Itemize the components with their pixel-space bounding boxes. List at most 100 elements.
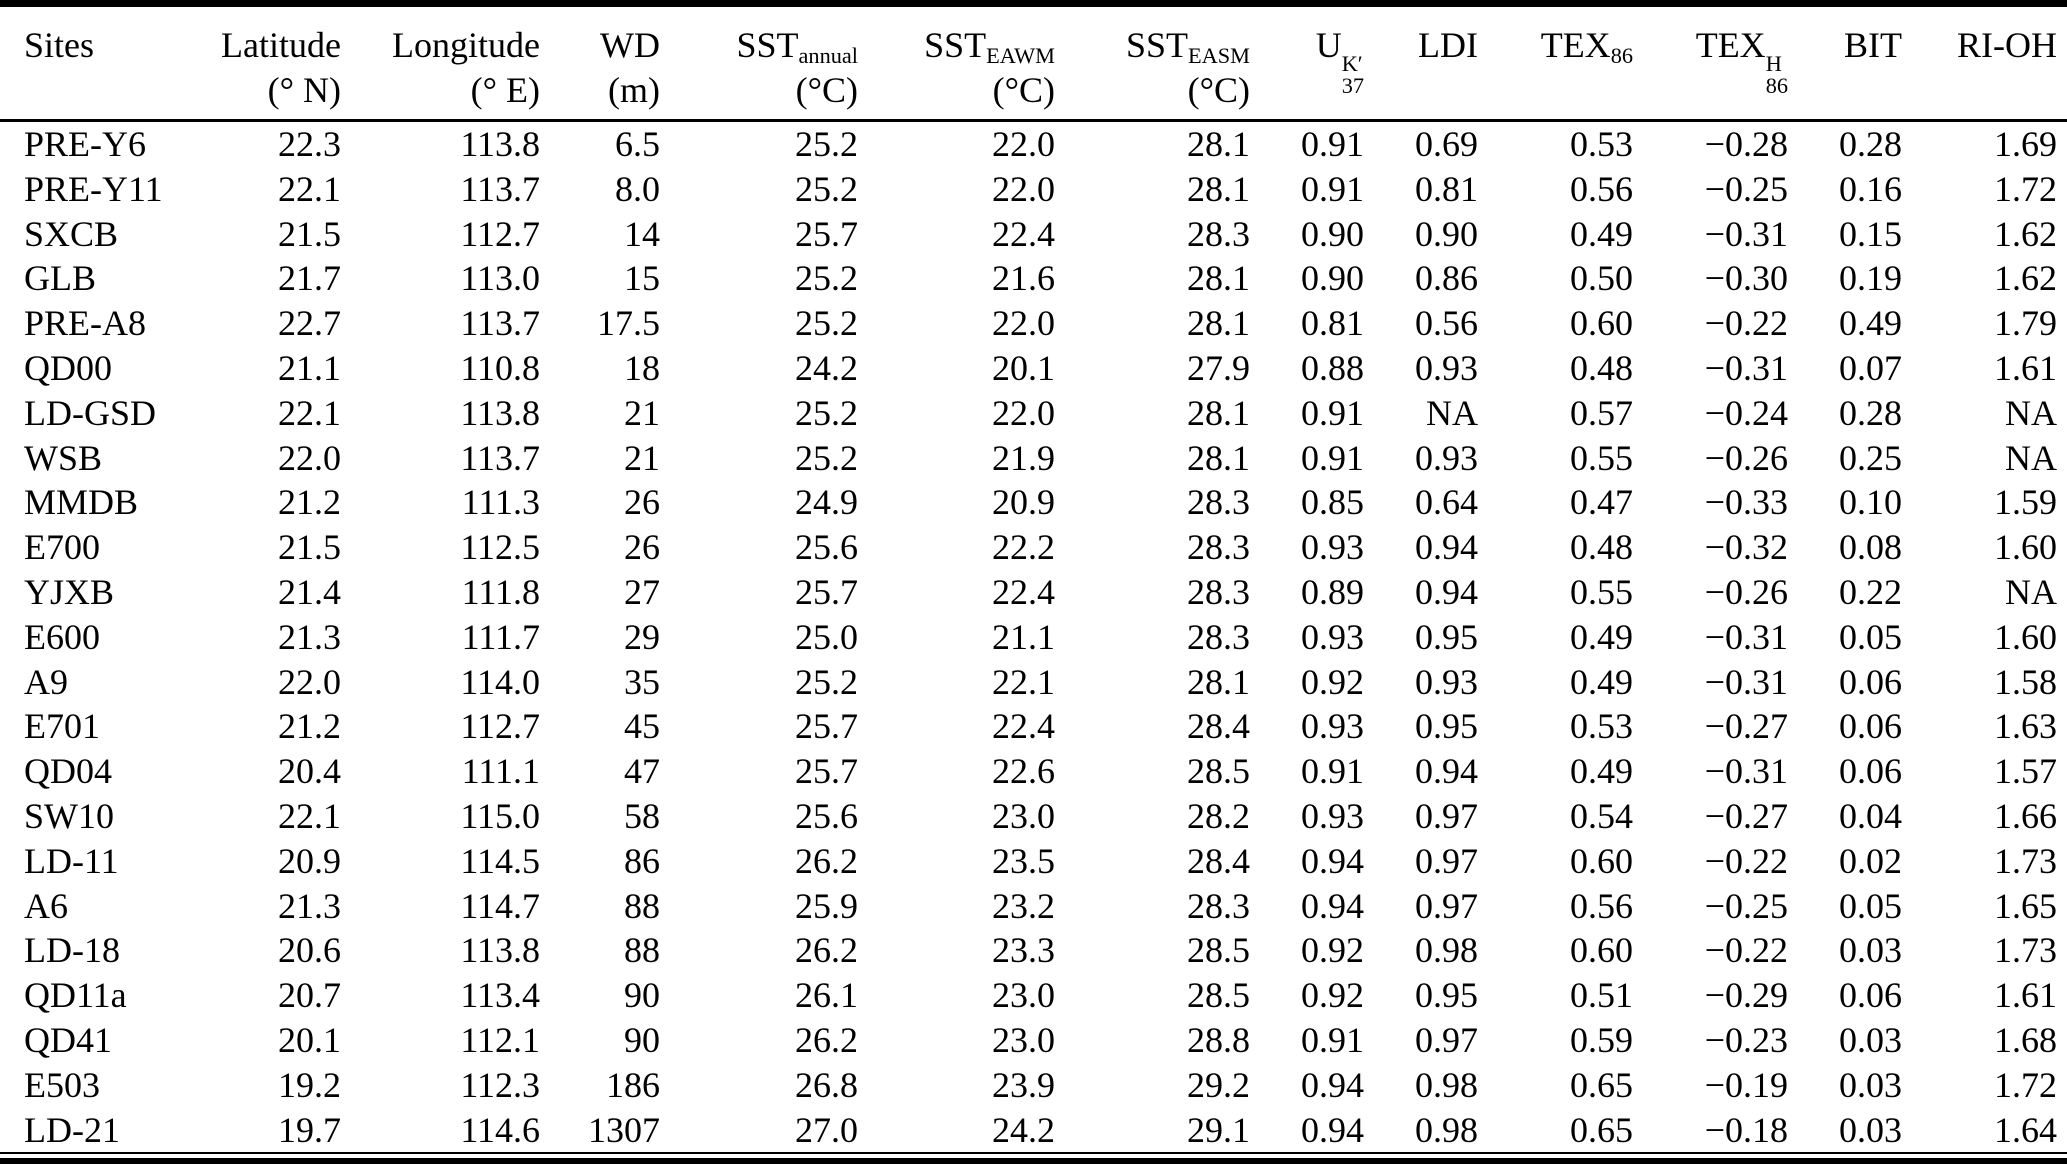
site-name-cell: WSB <box>24 437 103 478</box>
value-cell-rioh: 1.73 <box>1994 930 2057 971</box>
value-cell-lon: 113.7 <box>460 303 540 344</box>
value-cell-sst_eawm: 22.2 <box>992 527 1055 568</box>
value-cell-ldi: 0.95 <box>1415 706 1478 747</box>
value-cell-rioh: 1.72 <box>1994 1064 2057 1105</box>
value-cell-tex86h: −0.31 <box>1704 213 1788 254</box>
value-cell-sst_eawm: 23.5 <box>992 840 1055 881</box>
value-cell-sst_easm: 28.4 <box>1187 840 1250 881</box>
table-row: E503 19.2 112.3 186 26.8 23.9 29.2 0.94 0.98 0.65… <box>0 1063 2067 1108</box>
value-cell-sst_eawm: 22.0 <box>992 303 1055 344</box>
column-unit: (m) <box>608 70 660 110</box>
value-cell-bit: 0.06 <box>1839 706 1902 747</box>
value-cell-wd: 14 <box>624 213 660 254</box>
value-cell-sst_annual: 25.2 <box>795 437 858 478</box>
value-cell-uk37: 0.92 <box>1301 930 1364 971</box>
value-cell-rioh: 1.63 <box>1994 706 2057 747</box>
bottom-thin-rule <box>0 1152 2067 1155</box>
value-cell-wd: 15 <box>624 258 660 299</box>
value-cell-ldi: 0.90 <box>1415 213 1478 254</box>
value-cell-rioh: 1.73 <box>1994 840 2057 881</box>
value-cell-lon: 112.5 <box>460 527 540 568</box>
value-cell-sst_easm: 28.3 <box>1187 616 1250 657</box>
value-cell-ldi: 0.95 <box>1415 975 1478 1016</box>
site-name-cell: E600 <box>24 616 100 657</box>
value-cell-tex86: 0.60 <box>1570 930 1633 971</box>
value-cell-ldi: 0.81 <box>1415 168 1478 209</box>
column-header-sst_easm: SSTEASM (°C) <box>1055 3 1250 122</box>
value-cell-bit: 0.10 <box>1839 482 1902 523</box>
value-cell-sst_annual: 24.2 <box>795 347 858 388</box>
value-cell-lon: 113.4 <box>460 975 540 1016</box>
value-cell-wd: 35 <box>624 661 660 702</box>
value-cell-tex86: 0.57 <box>1570 392 1633 433</box>
value-cell-lat: 22.1 <box>278 795 341 836</box>
value-cell-wd: 6.5 <box>615 124 660 164</box>
value-cell-tex86h: −0.33 <box>1704 482 1788 523</box>
value-cell-sst_annual: 26.2 <box>795 930 858 971</box>
value-cell-sst_easm: 28.5 <box>1187 930 1250 971</box>
table-row: A6 21.3 114.7 88 25.9 23.2 28.3 0.94 0.97 0.56 −0.… <box>0 884 2067 929</box>
column-header-rioh: RI-OH <box>1902 3 2067 122</box>
value-cell-tex86: 0.55 <box>1570 571 1633 612</box>
column-unit: (° N) <box>267 70 341 110</box>
value-cell-rioh: 1.58 <box>1994 661 2057 702</box>
value-cell-uk37: 0.93 <box>1301 795 1364 836</box>
table-row: LD-GSD 22.1 113.8 21 25.2 22.0 28.1 0.91 NA 0.57 −… <box>0 391 2067 436</box>
value-cell-lon: 113.7 <box>460 437 540 478</box>
value-cell-ldi: 0.56 <box>1415 303 1478 344</box>
value-cell-bit: 0.06 <box>1839 751 1902 792</box>
value-cell-sst_eawm: 21.9 <box>992 437 1055 478</box>
table-row: E700 21.5 112.5 26 25.6 22.2 28.3 0.93 0.94 0.48 −… <box>0 525 2067 570</box>
value-cell-sst_eawm: 23.0 <box>992 975 1055 1016</box>
value-cell-bit: 0.16 <box>1839 168 1902 209</box>
value-cell-tex86: 0.47 <box>1570 482 1633 523</box>
value-cell-rioh: 1.66 <box>1994 795 2057 836</box>
column-unit: (°C) <box>1187 70 1250 110</box>
value-cell-tex86: 0.48 <box>1570 527 1633 568</box>
value-cell-wd: 86 <box>624 840 660 881</box>
value-cell-lon: 112.1 <box>460 1019 540 1060</box>
value-cell-uk37: 0.93 <box>1301 527 1364 568</box>
value-cell-sst_annual: 25.2 <box>795 168 858 209</box>
value-cell-bit: 0.28 <box>1839 124 1902 164</box>
value-cell-rioh: NA <box>2005 437 2057 478</box>
site-name-cell: E701 <box>24 706 100 747</box>
value-cell-sst_easm: 28.3 <box>1187 571 1250 612</box>
value-cell-tex86: 0.60 <box>1570 303 1633 344</box>
value-cell-lat: 22.0 <box>278 437 341 478</box>
table-row: LD-21 19.7 114.6 1307 27.0 24.2 29.1 0.94 0.98 0.… <box>0 1108 2067 1153</box>
value-cell-lat: 22.3 <box>278 124 341 164</box>
value-cell-ldi: 0.97 <box>1415 885 1478 926</box>
value-cell-ldi: 0.98 <box>1415 1109 1478 1150</box>
column-header-site: Sites <box>0 3 180 122</box>
value-cell-wd: 45 <box>624 706 660 747</box>
table-row: WSB 22.0 113.7 21 25.2 21.9 28.1 0.91 0.93 0.55 −0… <box>0 436 2067 481</box>
value-cell-lat: 21.5 <box>278 527 341 568</box>
value-cell-wd: 47 <box>624 751 660 792</box>
table-row: SXCB 21.5 112.7 14 25.7 22.4 28.3 0.90 0.90 0.49 −… <box>0 212 2067 257</box>
value-cell-rioh: 1.69 <box>1994 124 2057 164</box>
value-cell-lat: 21.3 <box>278 885 341 926</box>
value-cell-ldi: 0.94 <box>1415 751 1478 792</box>
value-cell-bit: 0.07 <box>1839 347 1902 388</box>
value-cell-wd: 90 <box>624 975 660 1016</box>
value-cell-tex86: 0.50 <box>1570 258 1633 299</box>
value-cell-tex86h: −0.31 <box>1704 347 1788 388</box>
value-cell-lat: 19.7 <box>278 1109 341 1150</box>
value-cell-tex86: 0.65 <box>1570 1064 1633 1105</box>
site-name-cell: PRE-A8 <box>24 303 147 344</box>
value-cell-lon: 114.6 <box>460 1109 540 1150</box>
value-cell-lon: 112.7 <box>460 706 540 747</box>
value-cell-sst_easm: 28.2 <box>1187 795 1250 836</box>
value-cell-lat: 22.0 <box>278 661 341 702</box>
value-cell-uk37: 0.94 <box>1301 1064 1364 1105</box>
column-header-ldi: LDI <box>1364 3 1478 122</box>
value-cell-lon: 114.5 <box>460 840 540 881</box>
value-cell-bit: 0.03 <box>1839 1019 1902 1060</box>
value-cell-sst_easm: 28.1 <box>1187 661 1250 702</box>
table-row: QD11a 20.7 113.4 90 26.1 23.0 28.5 0.92 0.95 0.51… <box>0 973 2067 1018</box>
value-cell-lat: 20.4 <box>278 751 341 792</box>
value-cell-lon: 113.8 <box>460 930 540 971</box>
value-cell-tex86h: −0.29 <box>1704 975 1788 1016</box>
